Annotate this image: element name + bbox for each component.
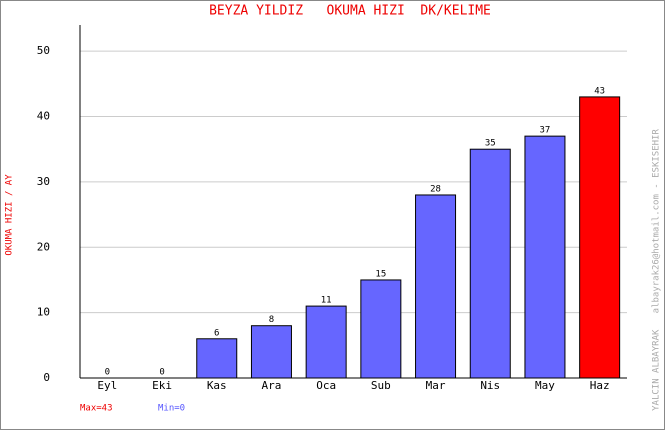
min-note: Min=0: [158, 404, 185, 414]
bar: [305, 305, 347, 379]
x-tick-label: Eyl: [97, 379, 117, 392]
y-tick-label: 20: [37, 240, 50, 253]
x-tick-label: Ara: [262, 379, 282, 392]
bar: [415, 194, 457, 379]
x-tick-label: Haz: [590, 379, 610, 392]
value-label: 0: [159, 368, 164, 378]
chart-title: BEYZA YILDIZ OKUMA HIZI DK/KELIME: [209, 4, 491, 19]
x-tick-label: Mar: [426, 379, 446, 392]
bar: [196, 338, 238, 379]
x-tick-label: Sub: [371, 379, 391, 392]
y-tick-label: 10: [37, 306, 50, 319]
y-tick-label: 40: [37, 110, 50, 123]
x-tick-label: Kas: [207, 379, 227, 392]
value-label: 28: [430, 184, 441, 194]
bar: [579, 96, 621, 379]
y-tick-label: 0: [43, 371, 50, 384]
x-tick-label: Nis: [480, 379, 500, 392]
value-label: 35: [485, 139, 496, 149]
bar: [360, 279, 402, 379]
value-label: 37: [540, 126, 551, 136]
value-label: 43: [594, 86, 605, 96]
x-tick-label: Eki: [152, 379, 172, 392]
x-tick-label: May: [535, 379, 555, 392]
value-label: 15: [375, 269, 386, 279]
value-label: 0: [105, 368, 110, 378]
bar: [469, 148, 511, 379]
value-label: 6: [214, 328, 219, 338]
bar: [250, 325, 292, 379]
value-label: 11: [321, 296, 332, 306]
x-tick-label: Oca: [316, 379, 336, 392]
bar: [524, 135, 566, 379]
value-label: 8: [269, 315, 274, 325]
y-axis-label: OKUMA HIZI / AY: [5, 174, 15, 256]
y-tick-label: 30: [37, 175, 50, 188]
side-note: YALCIN ALBAYRAK albayrak26@hotmail.com -…: [652, 129, 662, 411]
y-tick-label: 50: [37, 44, 50, 57]
max-note: Max=43: [80, 404, 113, 414]
